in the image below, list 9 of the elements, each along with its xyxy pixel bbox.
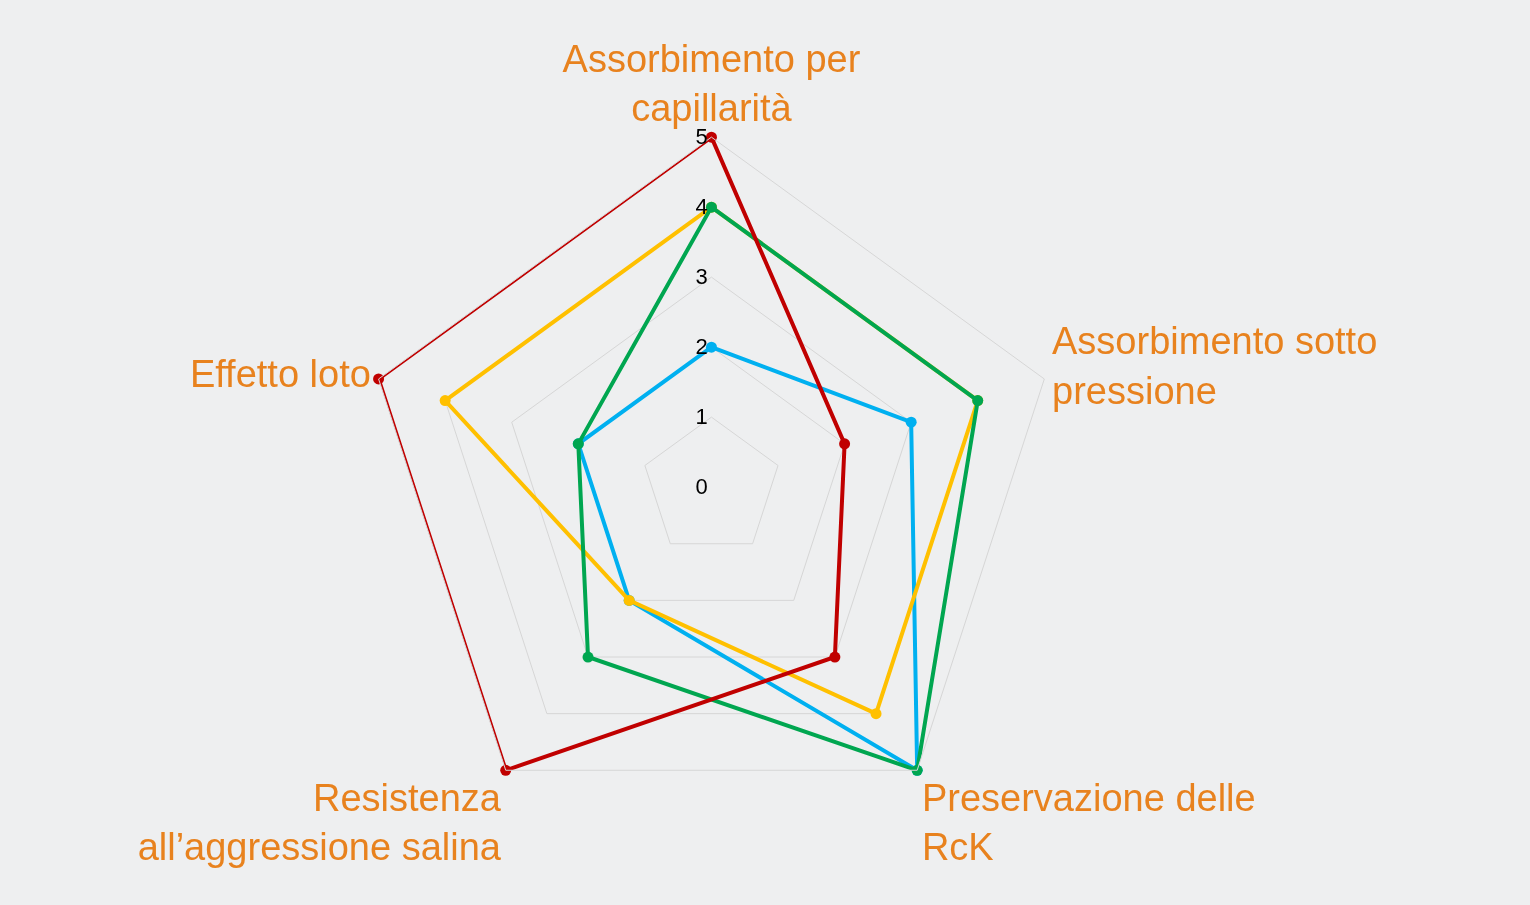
spoke-label: Assorbimento sotto pressione [1052, 320, 1378, 412]
y-tick-label: 4 [695, 194, 708, 220]
y-tick-label: 2 [695, 334, 708, 360]
spoke-label: Resistenza all’aggressione salina [137, 776, 502, 869]
spoke-label: Effetto loto [189, 352, 371, 395]
y-tick-label: 0 [695, 474, 708, 500]
spoke-label: Preservazione delle RcK [921, 776, 1256, 869]
y-tick-label: 3 [695, 264, 708, 290]
y-tick-label: 1 [695, 404, 708, 430]
